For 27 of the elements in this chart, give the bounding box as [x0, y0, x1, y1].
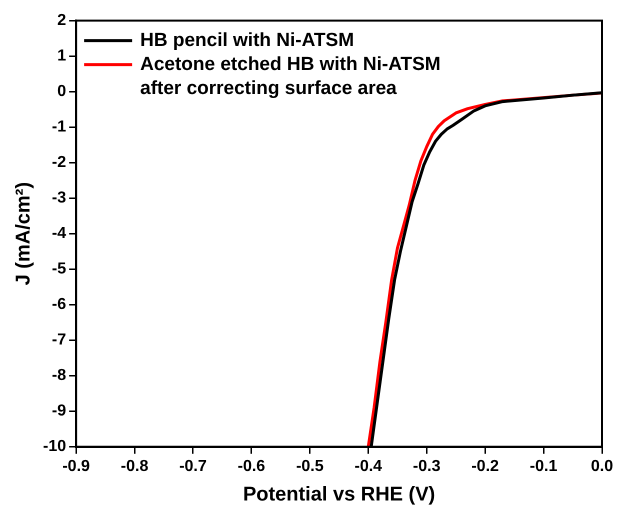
x-tick-label: -0.1: [530, 458, 558, 475]
legend-label: HB pencil with Ni-ATSM: [140, 30, 354, 51]
y-tick-label: -6: [52, 296, 66, 314]
x-tick-label: -0.8: [120, 458, 148, 475]
y-tick-label: -9: [52, 402, 66, 420]
y-tick-label: 0: [57, 83, 66, 100]
x-tick-label: -0.5: [296, 458, 324, 475]
y-tick-label: -4: [52, 225, 66, 242]
x-tick-label: -0.7: [179, 458, 207, 475]
x-axis-title: Potential vs RHE (V): [242, 484, 436, 506]
x-tick-label: -0.9: [62, 458, 90, 475]
y-tick-label: -1: [52, 118, 66, 136]
y-tick-label: -5: [52, 260, 66, 278]
y-tick-label: -7: [52, 332, 66, 349]
y-tick-label: -2: [52, 154, 66, 172]
x-tick-label: -0.3: [412, 458, 441, 475]
x-tick-label: -0.4: [354, 458, 382, 475]
y-tick-label: 1: [57, 48, 66, 65]
y-tick-label: -3: [52, 190, 66, 207]
y-tick-label: 2: [57, 12, 66, 30]
y-tick-label: -8: [52, 367, 66, 384]
x-tick-label: -0.2: [471, 458, 500, 475]
x-tick-label: -0.6: [238, 458, 266, 475]
y-axis-title: J (mA/cm²): [12, 182, 35, 286]
y-tick-label: -10: [43, 438, 66, 456]
legend-label: Acetone etched HB with Ni-ATSM after correcting surface area: [140, 54, 441, 99]
x-tick-label: 0.0: [590, 458, 614, 475]
